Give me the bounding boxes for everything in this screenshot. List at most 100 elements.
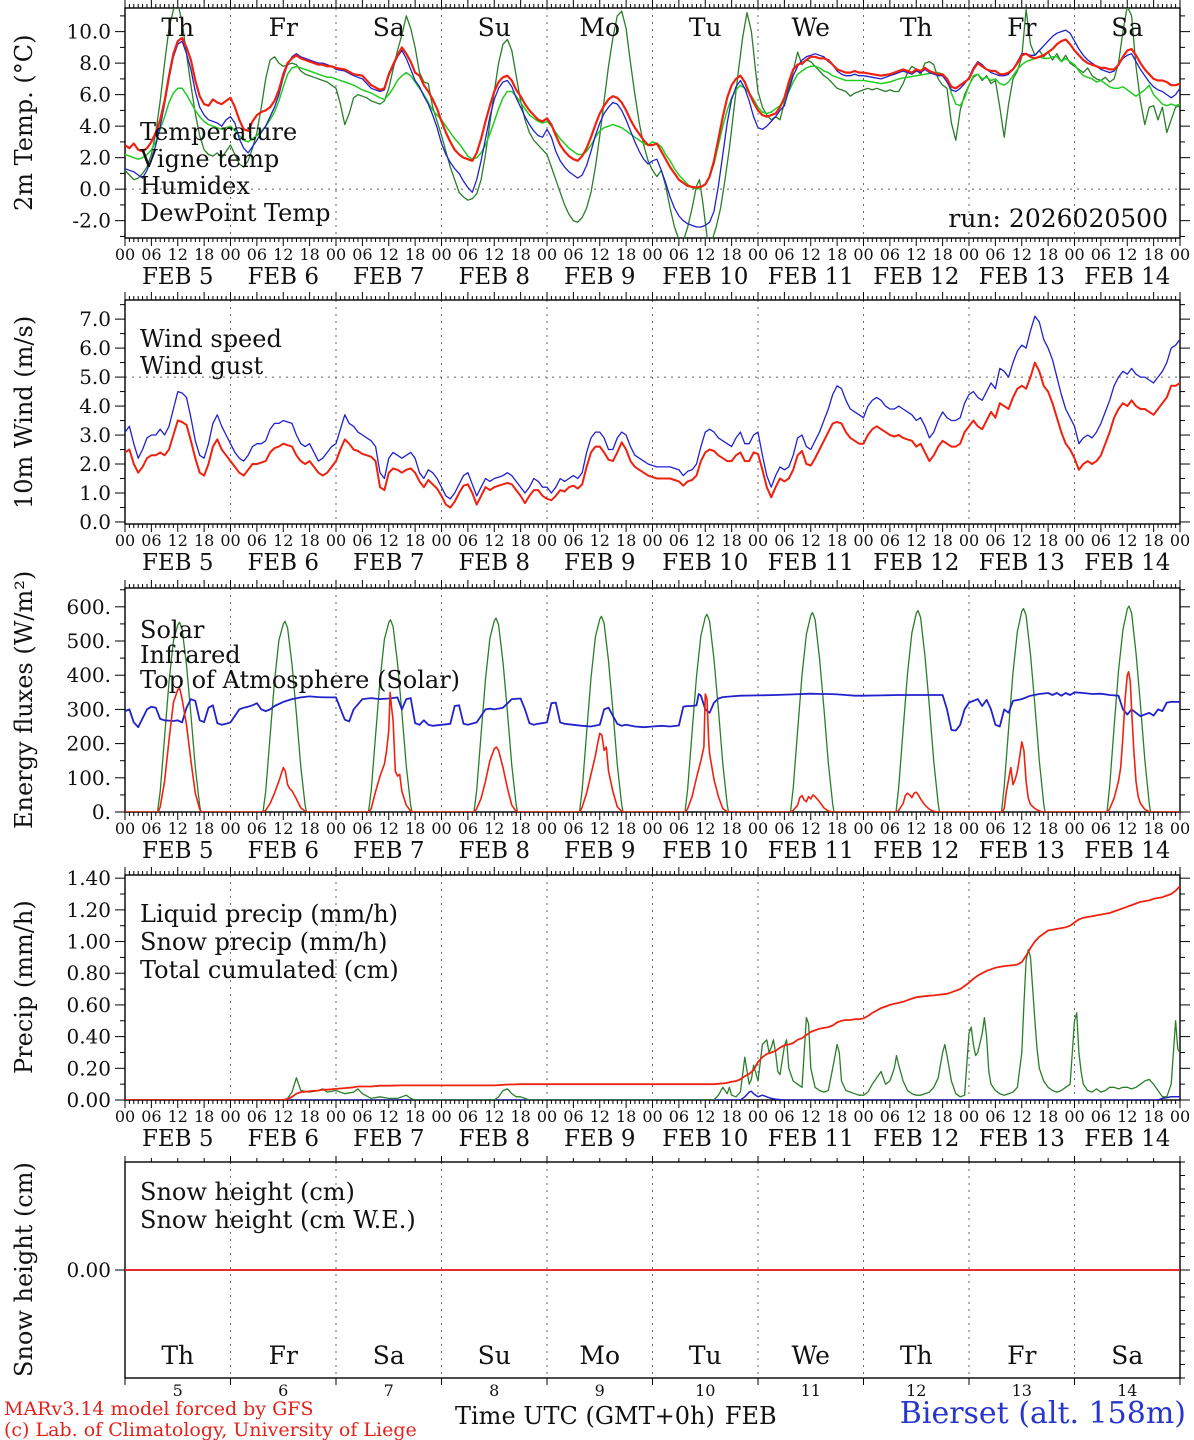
y-tick-label: 0.20	[66, 1056, 111, 1080]
hour-tick-label: 18	[721, 245, 741, 264]
y-tick-label: 10.0	[66, 20, 111, 44]
hour-tick-label: 00	[537, 1107, 557, 1126]
y-axis-title-snow: Snow height (cm)	[10, 1162, 38, 1378]
hour-tick-label: 12	[1012, 1107, 1032, 1126]
series-wind_speed	[125, 361, 1180, 509]
hour-tick-label: 12	[273, 245, 293, 264]
date-number: 7	[384, 1381, 394, 1400]
hour-tick-label: 18	[1038, 531, 1058, 550]
series-solar	[125, 670, 1180, 812]
date-label: FEB 5	[142, 264, 214, 290]
y-tick-label: 0.0	[79, 510, 111, 534]
hour-tick-label: 00	[115, 245, 135, 264]
model-credit-line: MARv3.14 model forced by GFS	[4, 1398, 314, 1420]
y-tick-label: 2.0	[79, 146, 111, 170]
y-tick-label: 1.0	[79, 481, 111, 505]
date-number: 12	[906, 1381, 926, 1400]
hour-tick-label: 00	[431, 245, 451, 264]
hour-tick-label: 06	[352, 819, 372, 838]
y-axis-title-wind: 10m Wind (m/s)	[10, 315, 38, 509]
hour-tick-label: 00	[642, 1107, 662, 1126]
hour-tick-label: 00	[642, 245, 662, 264]
date-label: FEB 6	[247, 264, 319, 290]
date-label: FEB 14	[1084, 550, 1170, 576]
hour-tick-label: 06	[880, 819, 900, 838]
hour-tick-label: 00	[220, 1107, 240, 1126]
hour-tick-label: 12	[484, 531, 504, 550]
hour-tick-label: 18	[932, 245, 952, 264]
hour-tick-label: 12	[590, 1107, 610, 1126]
date-label: FEB 8	[458, 550, 530, 576]
y-axis-title-temperature: 2m Temp. (°C)	[10, 34, 38, 212]
hour-tick-label: 18	[1038, 245, 1058, 264]
hour-tick-label: 06	[1091, 245, 1111, 264]
hour-tick-label: 18	[1143, 819, 1163, 838]
date-label: FEB 10	[662, 1126, 748, 1152]
hour-tick-label: 18	[510, 245, 530, 264]
date-label: FEB 11	[768, 264, 854, 290]
day-label: Fr	[1007, 1341, 1036, 1370]
hour-tick-label: 18	[827, 531, 847, 550]
hour-tick-label: 12	[695, 1107, 715, 1126]
hour-tick-label: 00	[959, 245, 979, 264]
day-label: Tu	[689, 1341, 722, 1370]
date-label: FEB 14	[1084, 838, 1170, 864]
day-label: Su	[478, 13, 511, 42]
hour-tick-label: 00	[220, 245, 240, 264]
legend-temperature: Temperature	[140, 118, 297, 146]
y-tick-label: 5.0	[79, 365, 111, 389]
hour-tick-label: 12	[801, 819, 821, 838]
hour-tick-label: 12	[379, 1107, 399, 1126]
hour-tick-label: 12	[273, 531, 293, 550]
hour-tick-label: 06	[880, 531, 900, 550]
hour-tick-label: 06	[458, 1107, 478, 1126]
hour-tick-label: 18	[194, 1107, 214, 1126]
hour-tick-label: 18	[299, 1107, 319, 1126]
date-label: FEB 7	[353, 264, 425, 290]
date-label: FEB 6	[247, 1126, 319, 1152]
legend-snow_height_we: Snow height (cm W.E.)	[140, 1206, 416, 1234]
y-tick-label: 400.	[66, 663, 111, 687]
hour-tick-label: 12	[379, 819, 399, 838]
day-label: Fr	[1007, 13, 1036, 42]
y-tick-label: 4.0	[79, 394, 111, 418]
hour-tick-label: 18	[721, 531, 741, 550]
day-label: Th	[900, 1341, 933, 1370]
date-label: FEB 5	[142, 550, 214, 576]
series-vigne	[125, 8, 1180, 238]
hour-tick-label: 18	[827, 1107, 847, 1126]
hour-tick-label: 06	[352, 245, 372, 264]
hour-tick-label: 00	[748, 1107, 768, 1126]
date-number: 11	[801, 1381, 821, 1400]
hour-tick-label: 12	[1117, 819, 1137, 838]
hour-tick-label: 18	[510, 1107, 530, 1126]
y-tick-label: 3.0	[79, 423, 111, 447]
y-tick-label: 0.	[92, 800, 111, 824]
hour-tick-label: 06	[458, 245, 478, 264]
day-label: Mo	[579, 13, 620, 42]
hour-tick-label: 00	[1170, 1107, 1190, 1126]
series-temperature	[125, 36, 1180, 189]
y-tick-label: 8.0	[79, 51, 111, 75]
date-label: FEB 10	[662, 264, 748, 290]
legend-solar: Solar	[140, 616, 205, 644]
hour-tick-label: 12	[695, 531, 715, 550]
y-tick-label: 0.00	[66, 1258, 111, 1282]
hour-tick-label: 12	[906, 1107, 926, 1126]
month-label: FEB	[724, 1402, 777, 1430]
hour-tick-label: 00	[1170, 819, 1190, 838]
hour-tick-label: 12	[1012, 531, 1032, 550]
hour-tick-label: 12	[484, 245, 504, 264]
hour-tick-label: 12	[1117, 531, 1137, 550]
series-precip_liquid	[125, 948, 1180, 1100]
day-label: Sa	[373, 1341, 405, 1370]
hour-tick-label: 12	[379, 531, 399, 550]
y-tick-label: 0.40	[66, 1025, 111, 1049]
date-label: FEB 12	[873, 264, 959, 290]
hour-tick-label: 00	[115, 819, 135, 838]
y-axis-title-flux: Energy fluxes (W/m²)	[10, 570, 38, 830]
y-tick-label: 0.00	[66, 1088, 111, 1112]
hour-tick-label: 00	[1064, 531, 1084, 550]
